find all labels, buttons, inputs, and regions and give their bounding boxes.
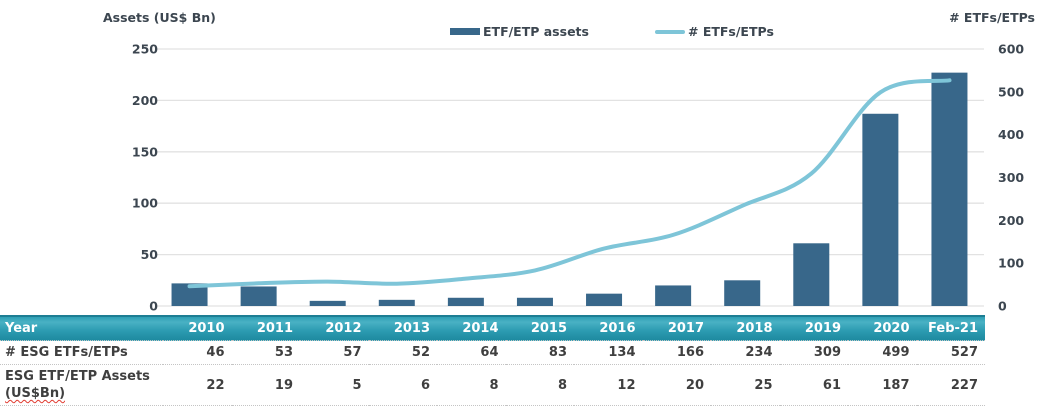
value-cell: 227 [916, 364, 985, 406]
year-column-header: 2011 [231, 315, 300, 341]
bar-Feb-21 [931, 72, 968, 306]
value-cell: 5 [300, 364, 369, 406]
value-cell: 64 [437, 340, 506, 365]
table-row: ESG ETF/ETP Assets (US$Bn) 22 19 5 6 8 8 12 20 25 6… [0, 364, 985, 406]
right-axis-tick-label: 400 [998, 127, 1024, 142]
value-cell: 134 [574, 340, 643, 365]
left-axis-tick-label: 100 [132, 196, 158, 211]
bar-2015 [516, 297, 553, 306]
value-cell: 499 [848, 340, 917, 365]
value-cell: 187 [848, 364, 917, 406]
year-column-header: 2020 [848, 315, 917, 341]
year-column-header: Feb-21 [916, 315, 985, 341]
row-label: ESG ETF/ETP Assets (US$Bn) [0, 364, 163, 406]
year-column-header: 2013 [368, 315, 437, 341]
value-cell: 20 [642, 364, 711, 406]
bar-2011 [240, 286, 277, 306]
bar-2019 [793, 243, 830, 306]
right-axis-tick-label: 300 [998, 170, 1024, 185]
value-cell: 6 [368, 364, 437, 406]
value-cell: 53 [231, 340, 300, 365]
left-axis-tick-label: 150 [132, 144, 158, 159]
value-cell: 52 [368, 340, 437, 365]
year-header-cell: Year [0, 315, 163, 341]
left-axis-tick-label: 0 [149, 299, 158, 314]
right-axis-title: # ETFs/ETPs [949, 10, 1035, 25]
value-cell: 22 [163, 364, 232, 406]
value-cell: 8 [437, 364, 506, 406]
year-column-header: 2015 [505, 315, 574, 341]
left-axis-title: Assets (US$ Bn) [103, 10, 216, 25]
table-row: # ESG ETFs/ETPs 46 53 57 52 64 83 134 166 234 309 4… [0, 340, 985, 365]
bar-2020 [862, 113, 899, 306]
bar-series-swatch-icon [450, 28, 480, 35]
value-cell: 61 [779, 364, 848, 406]
value-cell: 234 [711, 340, 780, 365]
value-cell: 46 [163, 340, 232, 365]
esg-etf-combo-chart: Assets (US$ Bn) ETF/ETP assets # ETFs/ET… [103, 10, 1035, 314]
table-header-row: Year 2010 2011 2012 2013 2014 2015 2016 2017 201… [0, 315, 985, 341]
value-cell: 83 [505, 340, 574, 365]
bar-2016 [586, 293, 623, 306]
value-cell: 309 [779, 340, 848, 365]
right-axis-tick-label: 100 [998, 256, 1024, 271]
legend-item-etf-count: # ETFs/ETPs [655, 24, 774, 39]
bar-2018 [724, 280, 761, 306]
year-column-header: 2017 [642, 315, 711, 341]
year-column-header: 2014 [437, 315, 506, 341]
spellcheck-underlined-text: (US$Bn) [5, 386, 66, 401]
year-column-header: 2019 [779, 315, 848, 341]
year-column-header: 2018 [711, 315, 780, 341]
bar-2014 [447, 297, 484, 306]
value-cell: 57 [300, 340, 369, 365]
left-axis-tick-label: 200 [132, 93, 158, 108]
left-axis-tick-label: 50 [141, 247, 159, 262]
line-series-swatch-icon [655, 29, 685, 34]
right-axis-tick-label: 600 [998, 42, 1024, 57]
year-column-header: 2012 [300, 315, 369, 341]
year-column-header: 2010 [163, 315, 232, 341]
bar-2017 [655, 285, 692, 306]
row-label: # ESG ETFs/ETPs [0, 340, 163, 365]
year-column-header: 2016 [574, 315, 643, 341]
legend-label-assets: ETF/ETP assets [483, 24, 589, 39]
value-cell: 8 [505, 364, 574, 406]
bar-2013 [378, 299, 415, 306]
left-axis-tick-label: 250 [132, 42, 158, 57]
value-cell: 527 [916, 340, 985, 365]
right-axis-tick-label: 500 [998, 84, 1024, 99]
plot-area: 0 50 100 150 200 250 0 100 200 300 400 500 600 [132, 42, 1024, 314]
legend-item-etf-etp-assets: ETF/ETP assets [450, 24, 589, 39]
bar-2012 [309, 300, 346, 306]
right-axis-tick-label: 200 [998, 213, 1024, 228]
bar-2010 [171, 283, 208, 306]
value-cell: 166 [642, 340, 711, 365]
etf-count-line [187, 78, 952, 289]
value-cell: 25 [711, 364, 780, 406]
esg-etf-data-table: Year 2010 2011 2012 2013 2014 2015 2016 2017 201… [0, 315, 985, 406]
value-cell: 19 [231, 364, 300, 406]
right-axis-tick-label: 0 [998, 299, 1007, 314]
value-cell: 12 [574, 364, 643, 406]
legend-label-count: # ETFs/ETPs [688, 24, 774, 39]
